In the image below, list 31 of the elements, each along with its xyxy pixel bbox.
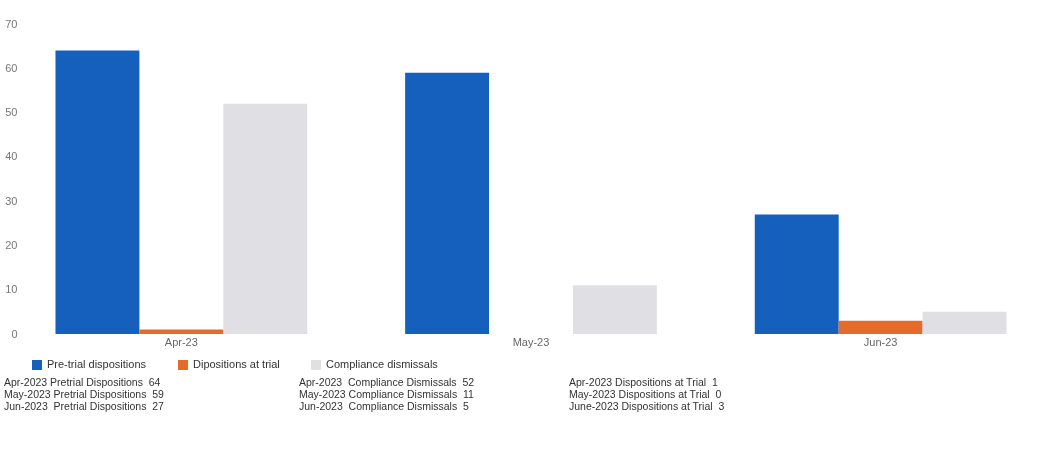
y-tick-label: 20: [5, 238, 18, 251]
text: Apr-2023 Pretrial Dispositions 64: [4, 376, 162, 388]
text: May-2023 Dispositions at Trial 0: [569, 388, 723, 400]
text: Jun-2023 Compliance Dismissals 5: [299, 400, 470, 412]
bar: [405, 72, 490, 334]
text: Apr-2023 Dispositions at Trial 1: [569, 376, 719, 388]
text: Jun-2023 Pretrial Dispositions 27: [4, 400, 165, 412]
text: May-2023 Pretrial Dispositions 59: [4, 388, 165, 400]
text: May-2023 Compliance Dismissals 11: [299, 388, 475, 400]
y-tick-label: 10: [5, 283, 18, 296]
text: June-2023 Dispositions at Trial 3: [569, 400, 726, 412]
x-tick-label: Jun-23: [863, 335, 898, 348]
bar: [838, 320, 923, 334]
bar: [223, 103, 308, 334]
y-tick-label: 50: [5, 106, 18, 119]
bar: [572, 285, 657, 334]
bar: [754, 214, 839, 334]
legend-label: Pre-trial dispositions: [47, 358, 147, 370]
legend-label: Dipositions at trial: [193, 358, 280, 370]
y-tick-label: 0: [11, 327, 18, 340]
bar: [139, 329, 224, 334]
text: Apr-2023 Compliance Dismissals 52: [299, 376, 476, 388]
legend-label: Compliance dismissals: [326, 358, 439, 370]
y-tick-label: 30: [5, 194, 18, 207]
bar: [922, 311, 1007, 334]
y-tick-label: 60: [5, 61, 18, 74]
x-tick-label: Apr-23: [164, 335, 198, 348]
x-tick-label: May-23: [512, 335, 550, 348]
bar: [55, 50, 140, 334]
y-tick-label: 40: [5, 150, 18, 163]
y-tick-label: 70: [5, 17, 18, 30]
